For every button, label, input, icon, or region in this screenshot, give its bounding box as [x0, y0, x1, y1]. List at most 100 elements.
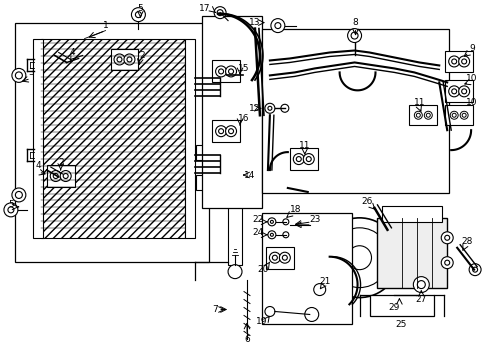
Circle shape — [424, 111, 431, 119]
Circle shape — [444, 260, 449, 265]
Circle shape — [50, 171, 61, 181]
Circle shape — [217, 10, 223, 15]
Circle shape — [412, 276, 428, 293]
Circle shape — [461, 113, 465, 117]
Bar — [202, 15, 262, 208]
Text: 10: 10 — [466, 74, 477, 83]
Text: 22: 22 — [252, 215, 263, 224]
Circle shape — [218, 69, 223, 74]
Circle shape — [296, 157, 301, 162]
Circle shape — [440, 232, 452, 244]
Circle shape — [225, 66, 236, 77]
Bar — [382, 206, 441, 222]
Text: 10: 10 — [466, 98, 477, 107]
Bar — [196, 145, 214, 160]
Text: 5: 5 — [137, 4, 143, 13]
Text: 23: 23 — [308, 215, 320, 224]
Bar — [47, 165, 75, 187]
Circle shape — [264, 306, 274, 316]
Text: 18: 18 — [289, 206, 301, 215]
Bar — [212, 120, 240, 142]
Circle shape — [12, 188, 26, 202]
Circle shape — [451, 113, 455, 117]
Text: 7: 7 — [212, 305, 218, 314]
Circle shape — [127, 57, 132, 62]
Circle shape — [319, 218, 399, 298]
Bar — [265, 247, 293, 269]
Text: 20: 20 — [257, 265, 268, 274]
Circle shape — [214, 7, 225, 19]
Bar — [444, 105, 472, 125]
Circle shape — [280, 104, 288, 112]
Circle shape — [215, 66, 226, 77]
Text: 13: 13 — [249, 18, 260, 27]
Bar — [33, 39, 42, 238]
Text: 27: 27 — [415, 295, 426, 304]
Circle shape — [305, 157, 310, 162]
Bar — [377, 218, 447, 288]
Circle shape — [293, 154, 304, 165]
Circle shape — [225, 126, 236, 137]
Circle shape — [269, 252, 280, 263]
Circle shape — [313, 284, 325, 296]
Text: 1: 1 — [102, 21, 108, 30]
Text: 17: 17 — [199, 4, 210, 13]
Text: 29: 29 — [388, 303, 399, 312]
Circle shape — [53, 174, 58, 179]
Text: 21: 21 — [318, 277, 330, 286]
Circle shape — [117, 57, 122, 62]
Circle shape — [461, 59, 466, 64]
Bar — [444, 80, 472, 102]
Circle shape — [215, 126, 226, 137]
Bar — [408, 105, 436, 125]
Circle shape — [440, 257, 452, 269]
Circle shape — [304, 307, 318, 321]
Circle shape — [279, 252, 290, 263]
Circle shape — [228, 129, 233, 134]
Circle shape — [347, 28, 361, 42]
Text: 16: 16 — [238, 114, 249, 123]
Circle shape — [451, 89, 456, 94]
Circle shape — [347, 246, 371, 270]
Circle shape — [270, 233, 273, 236]
Text: 5: 5 — [8, 201, 14, 210]
Bar — [185, 39, 195, 238]
Bar — [15, 23, 209, 262]
Circle shape — [8, 207, 14, 213]
Circle shape — [227, 265, 242, 279]
Text: 12: 12 — [249, 104, 260, 113]
Circle shape — [471, 267, 477, 272]
Circle shape — [459, 111, 467, 119]
Bar — [369, 294, 433, 316]
Bar — [110, 49, 138, 71]
Circle shape — [413, 111, 422, 119]
Circle shape — [458, 56, 468, 67]
Circle shape — [135, 12, 141, 18]
Circle shape — [303, 154, 314, 165]
Bar — [41, 39, 185, 238]
Text: 24: 24 — [252, 228, 263, 237]
Text: 14: 14 — [244, 171, 255, 180]
Circle shape — [15, 192, 22, 198]
Bar — [227, 75, 242, 265]
Text: 3: 3 — [28, 68, 34, 77]
Circle shape — [416, 280, 425, 289]
Circle shape — [282, 232, 288, 238]
Text: 28: 28 — [461, 237, 472, 246]
Text: 9: 9 — [468, 44, 474, 53]
Circle shape — [15, 72, 22, 79]
Circle shape — [448, 86, 459, 97]
Text: 25: 25 — [395, 320, 406, 329]
Circle shape — [267, 106, 271, 110]
Circle shape — [468, 264, 480, 276]
Circle shape — [448, 56, 459, 67]
Circle shape — [264, 103, 274, 113]
Circle shape — [329, 228, 388, 288]
Circle shape — [124, 54, 135, 65]
Circle shape — [274, 23, 280, 28]
Bar — [212, 60, 240, 82]
Circle shape — [451, 59, 456, 64]
Text: 2: 2 — [58, 158, 63, 167]
Bar — [196, 175, 214, 190]
Circle shape — [267, 218, 275, 226]
